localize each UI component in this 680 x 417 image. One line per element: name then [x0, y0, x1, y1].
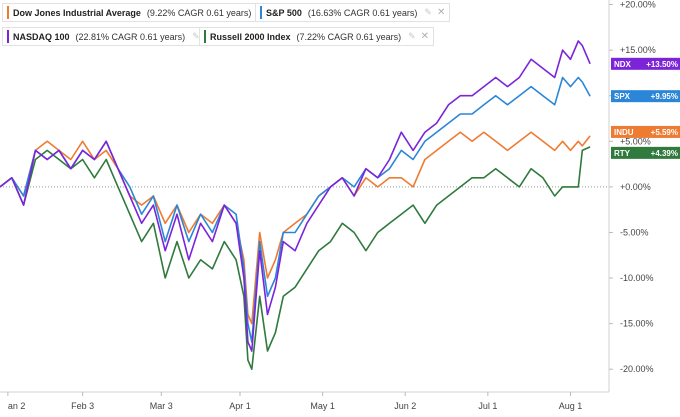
end-label-rty: RTY +4.39% — [611, 146, 680, 159]
y-tick-label: -20.00% — [620, 364, 654, 374]
legend-stats: (16.63% CAGR 0.61 years) — [307, 7, 418, 18]
y-tick-label: +20.00% — [620, 0, 656, 10]
legend-name: Dow Jones Industrial Average — [13, 7, 141, 18]
legend-name: NASDAQ 100 — [13, 31, 70, 42]
end-label-value: +5.59% — [651, 128, 678, 137]
end-label-bg — [611, 146, 680, 159]
legend-swatch — [260, 6, 262, 19]
x-tick-label: Feb 3 — [71, 401, 94, 411]
series-line-ndx — [0, 40, 591, 352]
end-label-indu: INDU +5.59% — [611, 125, 680, 138]
end-label-tag: NDX — [614, 60, 632, 69]
legend-stats: (9.22% CAGR 0.61 years) — [146, 7, 252, 18]
end-label-bg — [611, 125, 680, 138]
edit-icon[interactable]: ✎ — [408, 31, 416, 41]
legend-name: Russell 2000 Index — [210, 31, 291, 42]
legend-name: S&P 500 — [266, 7, 302, 18]
legend-item-nasdaq-100[interactable]: NASDAQ 100 (22.81% CAGR 0.61 years) ✎ ✕ — [2, 27, 219, 46]
series-line-spx — [0, 76, 591, 343]
close-icon[interactable]: ✕ — [436, 7, 446, 18]
end-label-value: +9.95% — [651, 92, 678, 101]
edit-icon[interactable]: ✎ — [424, 7, 432, 17]
x-tick-label: Mar 3 — [150, 401, 173, 411]
end-label-tag: RTY — [614, 149, 631, 158]
y-tick-label: -5.00% — [620, 227, 649, 237]
edit-icon[interactable]: ✎ — [192, 31, 200, 41]
end-label-bg — [611, 57, 680, 70]
end-label-value: +4.39% — [651, 149, 678, 158]
end-label-value: +13.50% — [646, 60, 678, 69]
y-tick-label: -10.00% — [620, 273, 654, 283]
x-tick-label: Aug 1 — [559, 401, 583, 411]
close-icon[interactable]: ✕ — [420, 31, 430, 42]
series-line-rty — [0, 146, 591, 371]
y-tick-label: +0.00% — [620, 182, 651, 192]
legend-stats: (22.81% CAGR 0.61 years) — [75, 31, 186, 42]
legend-stats: (7.22% CAGR 0.61 years) — [296, 31, 402, 42]
legend-swatch — [204, 30, 206, 43]
x-tick-label: Apr 1 — [229, 401, 251, 411]
legend-swatch — [7, 30, 9, 43]
y-tick-label: +5.00% — [620, 136, 651, 146]
legend-item-sp500[interactable]: S&P 500 (16.63% CAGR 0.61 years) ✎ ✕ — [255, 3, 451, 22]
end-label-spx: SPX +9.95% — [611, 90, 680, 103]
x-tick-label: an 2 — [8, 401, 26, 411]
end-label-tag: SPX — [614, 92, 631, 101]
legend-item-dow-jones[interactable]: Dow Jones Industrial Average (9.22% CAGR… — [2, 3, 285, 22]
x-tick-label: May 1 — [310, 401, 335, 411]
legend-item-russell-2000[interactable]: Russell 2000 Index (7.22% CAGR 0.61 year… — [199, 27, 435, 46]
x-tick-label: Jun 2 — [394, 401, 416, 411]
y-tick-label: +15.00% — [620, 45, 656, 55]
end-label-bg — [611, 90, 680, 103]
x-tick-label: Jul 1 — [478, 401, 497, 411]
series-line-indu — [0, 131, 591, 325]
y-tick-label: -15.00% — [620, 319, 654, 329]
end-label-ndx: NDX +13.50% — [611, 57, 680, 70]
end-label-tag: INDU — [614, 128, 634, 137]
legend-swatch — [7, 6, 9, 19]
